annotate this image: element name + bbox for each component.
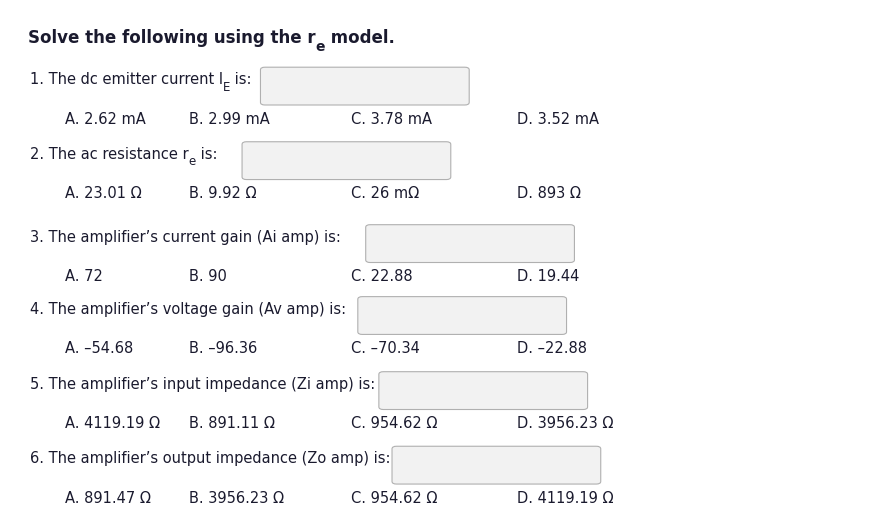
Text: B. 2.99 mA: B. 2.99 mA bbox=[189, 112, 269, 127]
Text: 1. The dc emitter current I: 1. The dc emitter current I bbox=[30, 72, 223, 88]
Text: A. 2.62 mA: A. 2.62 mA bbox=[65, 112, 146, 127]
FancyBboxPatch shape bbox=[379, 372, 588, 410]
Text: D. 19.44: D. 19.44 bbox=[517, 269, 580, 285]
Text: B. 9.92 Ω: B. 9.92 Ω bbox=[189, 186, 256, 202]
FancyBboxPatch shape bbox=[358, 297, 567, 334]
Text: C. 954.62 Ω: C. 954.62 Ω bbox=[351, 416, 437, 432]
Text: E: E bbox=[223, 81, 231, 94]
Text: A. –54.68: A. –54.68 bbox=[65, 341, 133, 356]
Text: A. 72: A. 72 bbox=[65, 269, 103, 285]
Text: C. 954.62 Ω: C. 954.62 Ω bbox=[351, 491, 437, 506]
Text: A. 23.01 Ω: A. 23.01 Ω bbox=[65, 186, 141, 202]
FancyBboxPatch shape bbox=[260, 67, 469, 105]
Text: B. 3956.23 Ω: B. 3956.23 Ω bbox=[189, 491, 283, 506]
Text: 3. The amplifier’s current gain (Ai amp) is:: 3. The amplifier’s current gain (Ai amp)… bbox=[30, 230, 340, 245]
Text: C. 26 mΩ: C. 26 mΩ bbox=[351, 186, 419, 202]
Text: B. –96.36: B. –96.36 bbox=[189, 341, 257, 356]
FancyBboxPatch shape bbox=[392, 446, 601, 484]
Text: D. 893 Ω: D. 893 Ω bbox=[517, 186, 581, 202]
Text: is:: is: bbox=[231, 72, 252, 88]
Text: is:: is: bbox=[196, 147, 217, 162]
Text: 6. The amplifier’s output impedance (Zo amp) is:: 6. The amplifier’s output impedance (Zo … bbox=[30, 452, 390, 467]
Text: C. 22.88: C. 22.88 bbox=[351, 269, 412, 285]
Text: model.: model. bbox=[325, 29, 395, 47]
Text: D. 3956.23 Ω: D. 3956.23 Ω bbox=[517, 416, 614, 432]
Text: D. 4119.19 Ω: D. 4119.19 Ω bbox=[517, 491, 614, 506]
Text: A. 4119.19 Ω: A. 4119.19 Ω bbox=[65, 416, 160, 432]
Text: 2. The ac resistance r: 2. The ac resistance r bbox=[30, 147, 189, 162]
Text: 5. The amplifier’s input impedance (Zi amp) is:: 5. The amplifier’s input impedance (Zi a… bbox=[30, 377, 375, 392]
Text: e: e bbox=[316, 40, 325, 55]
Text: 4. The amplifier’s voltage gain (Av amp) is:: 4. The amplifier’s voltage gain (Av amp)… bbox=[30, 302, 346, 317]
Text: D. –22.88: D. –22.88 bbox=[517, 341, 588, 356]
Text: D. 3.52 mA: D. 3.52 mA bbox=[517, 112, 600, 127]
Text: e: e bbox=[189, 155, 196, 169]
Text: Solve the following using the r: Solve the following using the r bbox=[28, 29, 316, 47]
Text: A. 891.47 Ω: A. 891.47 Ω bbox=[65, 491, 151, 506]
Text: B. 90: B. 90 bbox=[189, 269, 226, 285]
Text: C. 3.78 mA: C. 3.78 mA bbox=[351, 112, 431, 127]
FancyBboxPatch shape bbox=[242, 142, 451, 180]
Text: B. 891.11 Ω: B. 891.11 Ω bbox=[189, 416, 275, 432]
Text: C. –70.34: C. –70.34 bbox=[351, 341, 420, 356]
FancyBboxPatch shape bbox=[366, 225, 574, 262]
